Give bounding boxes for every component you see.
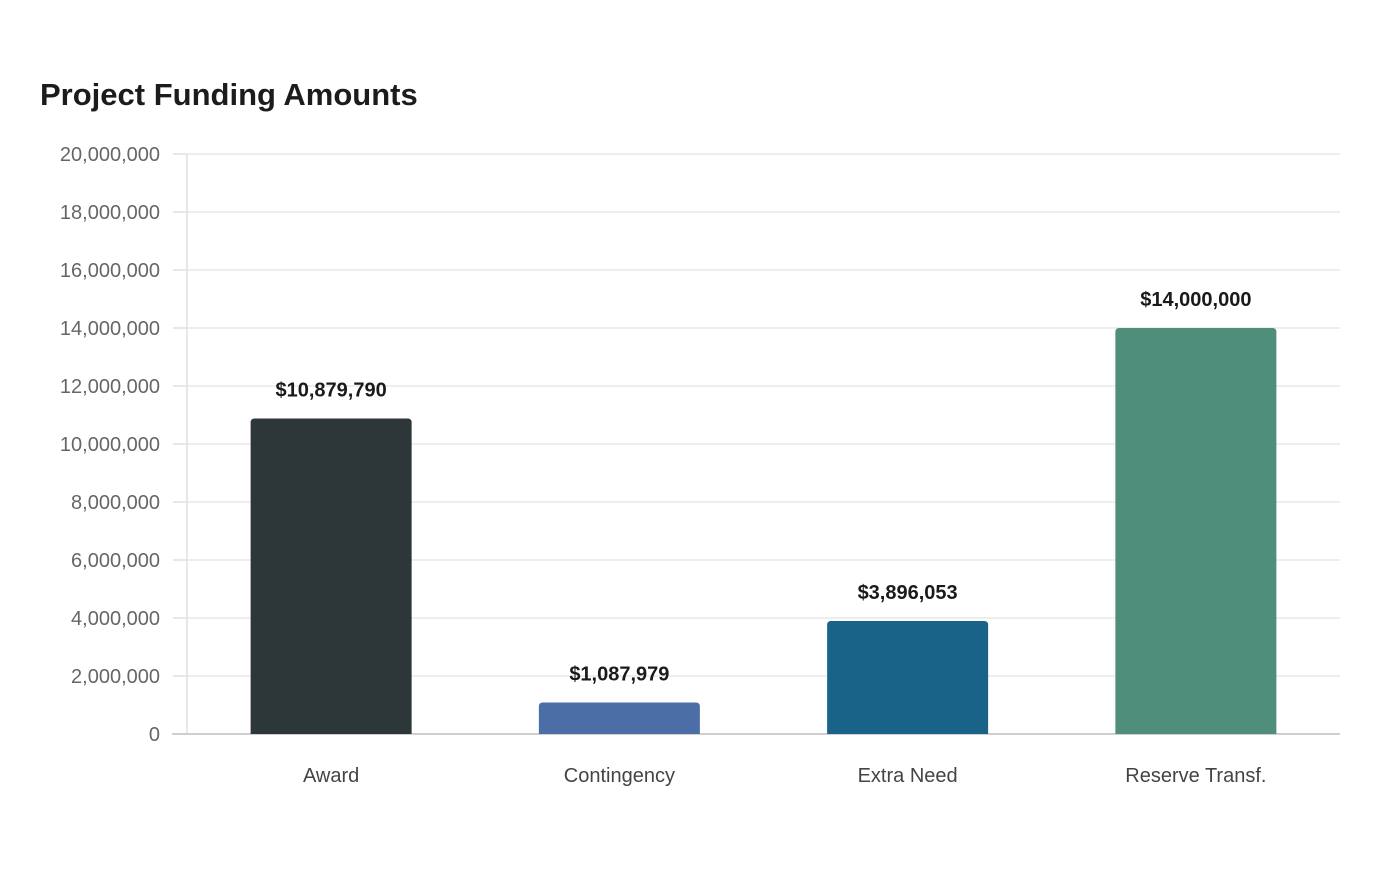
y-tick-label: 8,000,000 <box>71 492 160 514</box>
y-tick-labels: 0 2,000,000 4,000,000 6,000,000 8,000,000 10,… <box>60 144 160 746</box>
bars <box>250 328 1277 734</box>
bar-reserve-transf <box>1115 328 1277 734</box>
x-tick-label: Award <box>303 765 359 787</box>
bar-contingency <box>538 702 700 734</box>
bar-value-label: $3,896,053 <box>858 582 958 604</box>
y-tick-label: 18,000,000 <box>60 202 160 224</box>
y-tick-label: 12,000,000 <box>60 376 160 398</box>
y-tick-label: 6,000,000 <box>71 550 160 572</box>
x-tick-label: Contingency <box>564 765 675 787</box>
y-tick-label: 0 <box>149 724 160 746</box>
x-tick-label: Reserve Transf. <box>1125 765 1266 787</box>
bar-value-label: $14,000,000 <box>1140 289 1251 311</box>
x-tick-labels: Award Contingency Extra Need Reserve Transf… <box>303 765 1267 787</box>
y-tick-label: 16,000,000 <box>60 260 160 282</box>
y-tick-label: 14,000,000 <box>60 318 160 340</box>
y-tick-label: 2,000,000 <box>71 666 160 688</box>
chart-title: Project Funding Amounts <box>40 77 418 112</box>
y-tick-label: 20,000,000 <box>60 144 160 166</box>
bar-value-label: $1,087,979 <box>569 663 669 685</box>
y-tick-label: 4,000,000 <box>71 608 160 630</box>
value-labels: $10,879,790 $1,087,979 $3,896,053 $14,000,0… <box>276 289 1252 685</box>
bar-award <box>250 418 412 734</box>
y-tick-label: 10,000,000 <box>60 434 160 456</box>
x-tick-label: Extra Need <box>858 765 958 787</box>
bar-extra-need <box>827 621 989 734</box>
bar-value-label: $10,879,790 <box>276 379 387 401</box>
